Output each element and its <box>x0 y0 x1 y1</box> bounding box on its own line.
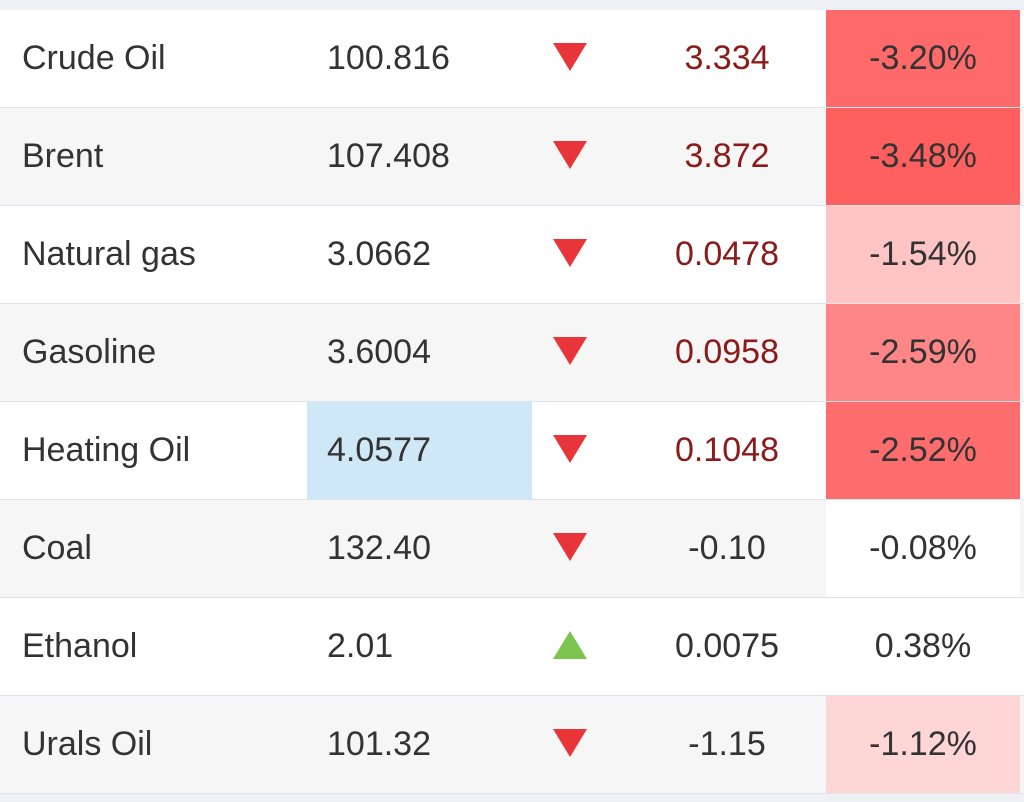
price-cell: 3.0662 <box>327 235 431 273</box>
table-row: Urals Oil 101.32 -1.15 -1.12% <box>0 696 1024 794</box>
table-row: Natural gas 3.0662 0.0478 -1.54% <box>0 206 1024 304</box>
change-cell: 0.1048 <box>675 431 779 469</box>
percent-cell: -2.59% <box>826 304 1020 401</box>
change-cell: -0.10 <box>688 529 766 567</box>
name-cell: Heating Oil <box>22 431 191 469</box>
table-row: Brent 107.408 3.872 -3.48% <box>0 108 1024 206</box>
price-cell: 4.0577 <box>307 402 532 499</box>
table-row: Gasoline 3.6004 0.0958 -2.59% <box>0 304 1024 402</box>
percent-cell: -3.48% <box>826 108 1020 205</box>
change-cell: -1.15 <box>688 725 766 763</box>
arrow-shape <box>553 239 587 267</box>
name-cell: Natural gas <box>22 235 196 273</box>
arrow-shape <box>553 435 587 463</box>
name-cell: Coal <box>22 529 92 567</box>
name-cell: Crude Oil <box>22 39 166 77</box>
down-arrow <box>553 239 587 267</box>
table-row: Crude Oil 100.816 3.334 -3.20% <box>0 10 1024 108</box>
down-arrow <box>553 729 587 757</box>
price-cell: 100.816 <box>327 39 450 77</box>
price-cell: 132.40 <box>327 529 431 567</box>
arrow-shape <box>553 337 587 365</box>
price-cell: 3.6004 <box>327 333 431 371</box>
percent-cell: 0.38% <box>826 598 1020 695</box>
up-arrow <box>553 631 587 659</box>
arrow-shape <box>553 141 587 169</box>
table-row: Heating Oil 4.0577 0.1048 -2.52% <box>0 402 1024 500</box>
arrow-shape <box>553 631 587 659</box>
percent-cell: -0.08% <box>826 500 1020 597</box>
name-cell: Ethanol <box>22 627 138 665</box>
down-arrow <box>553 533 587 561</box>
percent-cell: -3.20% <box>826 10 1020 107</box>
down-arrow <box>553 43 587 71</box>
change-cell: 3.872 <box>684 137 770 175</box>
name-cell: Brent <box>22 137 104 175</box>
percent-cell: -2.52% <box>826 402 1020 499</box>
arrow-shape <box>553 729 587 757</box>
table-row: Coal 132.40 -0.10 -0.08% <box>0 500 1024 598</box>
price-cell: 2.01 <box>327 627 394 665</box>
arrow-shape <box>553 533 587 561</box>
change-cell: 0.0075 <box>675 627 779 665</box>
price-cell: 107.408 <box>327 137 450 175</box>
percent-cell: -1.12% <box>826 696 1020 793</box>
name-cell: Gasoline <box>22 333 157 371</box>
table-row: Ethanol 2.01 0.0075 0.38% <box>0 598 1024 696</box>
name-cell: Urals Oil <box>22 725 153 763</box>
down-arrow <box>553 141 587 169</box>
change-cell: 0.0958 <box>675 333 779 371</box>
percent-cell: -1.54% <box>826 206 1020 303</box>
change-cell: 0.0478 <box>675 235 779 273</box>
down-arrow <box>553 435 587 463</box>
arrow-shape <box>553 43 587 71</box>
change-cell: 3.334 <box>684 39 770 77</box>
down-arrow <box>553 337 587 365</box>
price-cell: 101.32 <box>327 725 431 763</box>
